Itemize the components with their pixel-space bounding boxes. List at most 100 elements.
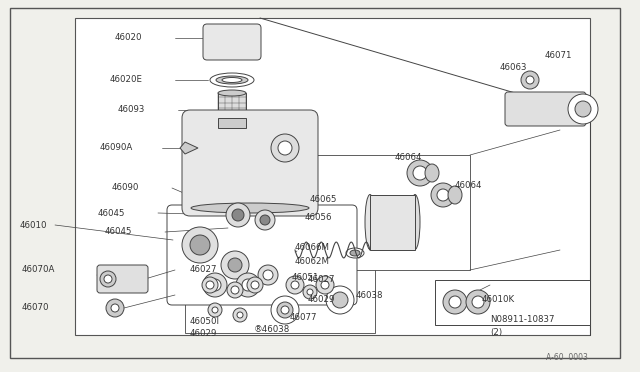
Circle shape — [332, 292, 348, 308]
Circle shape — [255, 210, 275, 230]
Text: N08911-10837: N08911-10837 — [490, 315, 554, 324]
Bar — [218, 93, 246, 125]
FancyBboxPatch shape — [182, 110, 318, 216]
Text: A-60  0003: A-60 0003 — [546, 353, 588, 362]
Text: 46050I: 46050I — [190, 317, 220, 327]
Circle shape — [209, 279, 221, 291]
Bar — [75, 18, 590, 335]
FancyBboxPatch shape — [167, 205, 357, 305]
Text: 46029: 46029 — [190, 328, 218, 337]
Circle shape — [104, 275, 112, 283]
Text: 46027: 46027 — [308, 276, 335, 285]
Circle shape — [221, 251, 249, 279]
Text: 46010: 46010 — [20, 221, 47, 230]
FancyBboxPatch shape — [203, 24, 261, 60]
Text: 46062M: 46062M — [295, 257, 330, 266]
Text: (2): (2) — [490, 328, 502, 337]
Ellipse shape — [191, 203, 309, 213]
Circle shape — [307, 289, 313, 295]
Ellipse shape — [210, 73, 254, 87]
Text: 46065: 46065 — [310, 196, 337, 205]
Circle shape — [227, 282, 243, 298]
Bar — [370, 195, 415, 250]
Ellipse shape — [216, 76, 248, 84]
Text: 46010K: 46010K — [482, 295, 515, 305]
Circle shape — [206, 281, 214, 289]
Text: 46063: 46063 — [500, 64, 527, 73]
Circle shape — [258, 265, 278, 285]
Text: 46045: 46045 — [105, 228, 132, 237]
Circle shape — [291, 281, 299, 289]
Circle shape — [278, 141, 292, 155]
Circle shape — [247, 277, 263, 293]
Bar — [285, 155, 470, 270]
Text: 46029: 46029 — [308, 295, 335, 305]
Ellipse shape — [406, 214, 414, 226]
Text: 46070A: 46070A — [22, 266, 56, 275]
Circle shape — [182, 227, 218, 263]
Circle shape — [281, 306, 289, 314]
Circle shape — [271, 134, 299, 162]
Circle shape — [413, 166, 427, 180]
Circle shape — [260, 215, 270, 225]
Circle shape — [236, 273, 260, 297]
Circle shape — [303, 285, 317, 299]
Ellipse shape — [218, 90, 246, 96]
Text: 46045: 46045 — [98, 208, 125, 218]
Circle shape — [316, 276, 334, 294]
Circle shape — [226, 203, 250, 227]
Ellipse shape — [376, 214, 384, 226]
Circle shape — [431, 183, 455, 207]
Circle shape — [100, 271, 116, 287]
Text: 46027: 46027 — [190, 266, 218, 275]
Circle shape — [232, 209, 244, 221]
Circle shape — [203, 273, 227, 297]
Polygon shape — [180, 142, 198, 154]
Text: ®46038: ®46038 — [254, 326, 291, 334]
Circle shape — [212, 307, 218, 313]
Circle shape — [526, 76, 534, 84]
Text: 46051: 46051 — [292, 273, 319, 282]
Text: 46020E: 46020E — [110, 76, 143, 84]
Circle shape — [263, 270, 273, 280]
Circle shape — [222, 32, 242, 52]
Circle shape — [271, 296, 299, 324]
Circle shape — [231, 286, 239, 294]
Circle shape — [227, 37, 237, 47]
Circle shape — [242, 279, 254, 291]
Text: 46093: 46093 — [118, 106, 145, 115]
Circle shape — [568, 94, 598, 124]
Text: 46090A: 46090A — [100, 144, 133, 153]
Circle shape — [237, 312, 243, 318]
Ellipse shape — [373, 210, 387, 230]
Ellipse shape — [425, 164, 439, 182]
Text: 46064: 46064 — [455, 180, 483, 189]
Circle shape — [277, 302, 293, 318]
Ellipse shape — [346, 248, 364, 258]
Circle shape — [521, 71, 539, 89]
Circle shape — [286, 276, 304, 294]
Circle shape — [575, 101, 591, 117]
Text: 46071: 46071 — [545, 51, 573, 60]
Text: 46064: 46064 — [395, 153, 422, 161]
Circle shape — [228, 258, 242, 272]
Circle shape — [208, 303, 222, 317]
Circle shape — [407, 160, 433, 186]
Ellipse shape — [448, 186, 462, 204]
Circle shape — [233, 308, 247, 322]
Text: 46066M: 46066M — [295, 244, 330, 253]
Ellipse shape — [388, 210, 402, 230]
Circle shape — [326, 286, 354, 314]
Ellipse shape — [218, 122, 246, 128]
Text: 46070: 46070 — [22, 304, 49, 312]
Ellipse shape — [403, 210, 417, 230]
Bar — [218, 118, 246, 128]
Circle shape — [437, 189, 449, 201]
Circle shape — [111, 304, 119, 312]
Ellipse shape — [350, 250, 360, 256]
Circle shape — [466, 290, 490, 314]
Circle shape — [449, 296, 461, 308]
FancyBboxPatch shape — [505, 92, 586, 126]
Circle shape — [106, 299, 124, 317]
Text: 46090: 46090 — [112, 183, 140, 192]
